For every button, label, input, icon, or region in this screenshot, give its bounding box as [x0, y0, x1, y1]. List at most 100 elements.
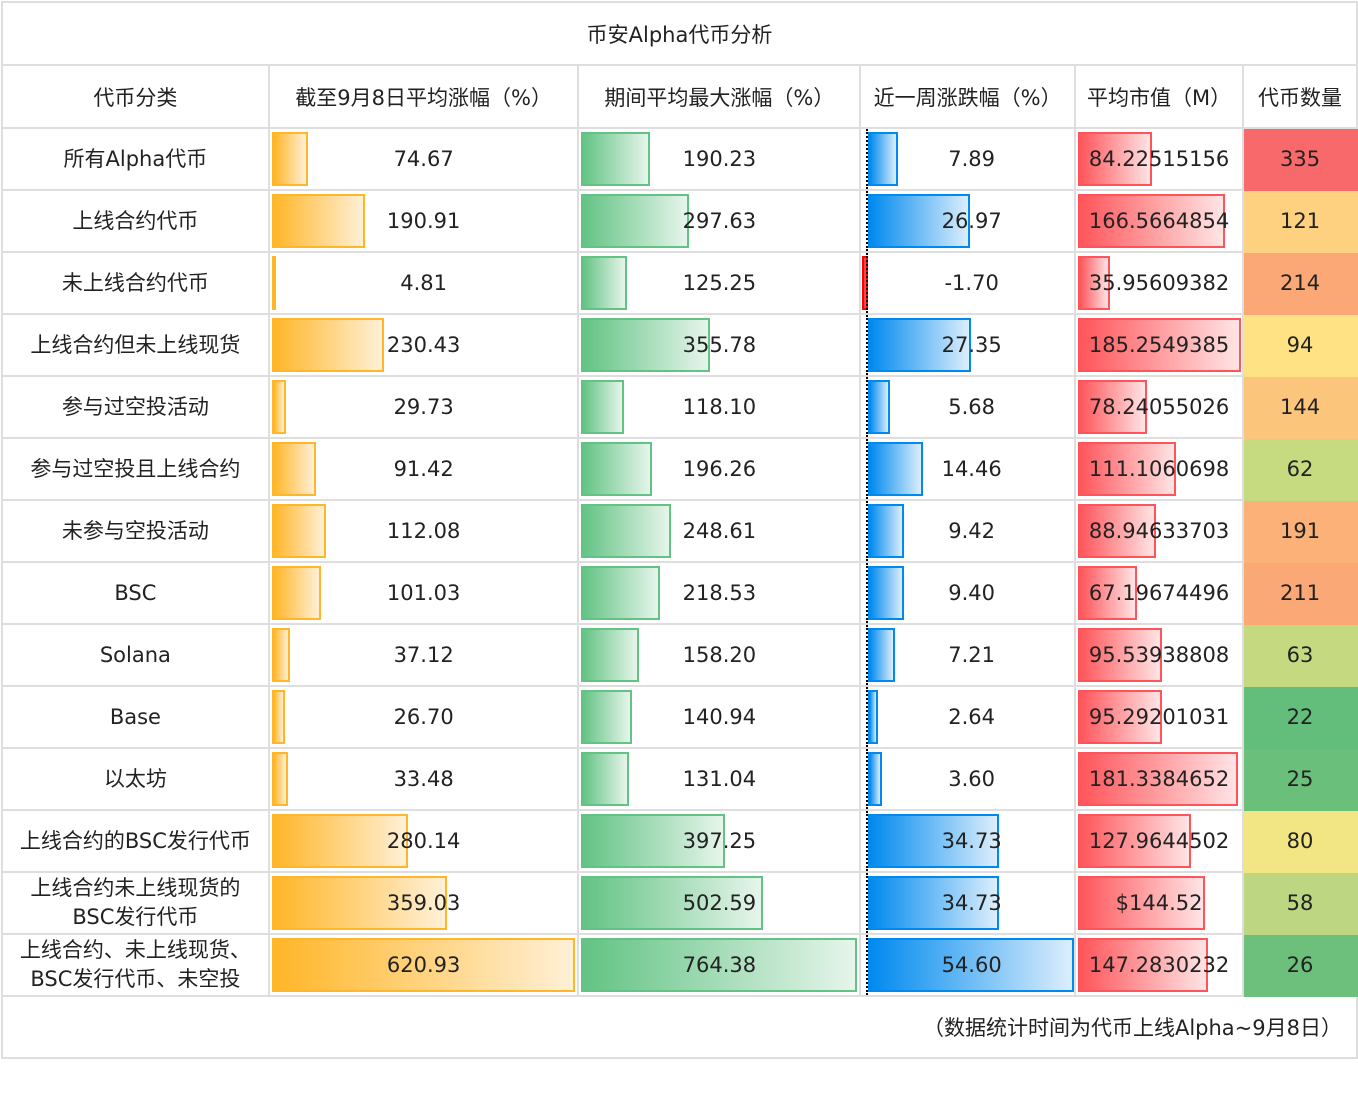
market-cap-cell: 95.29201031: [1074, 685, 1245, 749]
market-cap-cell: 181.3384652: [1074, 747, 1245, 811]
week-change-bar: [868, 814, 1000, 868]
avg-gain-bar: [271, 504, 327, 558]
category-cell: 未上线合约代币: [1, 251, 270, 315]
category-cell: 以太坊: [1, 747, 270, 811]
cell-value: 101.03: [386, 581, 461, 605]
max-gain-cell: 190.23: [577, 127, 862, 191]
token-count-cell: 214: [1242, 251, 1358, 315]
avg-gain-bar: [271, 566, 322, 620]
avg-gain-bar: [271, 318, 385, 372]
week-change-cell: 5.68: [859, 375, 1077, 439]
cell-value: 以太坊: [103, 766, 167, 791]
column-header: 代币数量: [1242, 64, 1358, 129]
cell-value: 111.1060698: [1088, 457, 1230, 481]
cell-value: 上线合约未上线现货的BSC发行代币: [30, 876, 241, 929]
week-change-bar: [868, 876, 1000, 930]
market-cap-bar: [1078, 752, 1238, 806]
category-cell: 参与过空投且上线合约: [1, 437, 270, 501]
table-row: 未上线合约代币 4.81 125.25 -1.70 35.95609382 214: [1, 251, 1358, 315]
max-gain-bar: [581, 876, 763, 930]
max-gain-bar: [581, 628, 639, 682]
week-change-cell: 14.46: [859, 437, 1077, 501]
category-cell: 上线合约但未上线现货: [1, 313, 270, 377]
max-gain-bar: [581, 938, 858, 992]
zero-axis: [866, 812, 869, 870]
cell-value: 26.97: [941, 209, 1002, 233]
max-gain-bar: [581, 256, 627, 310]
max-gain-cell: 502.59: [577, 871, 862, 935]
cell-value: 620.93: [386, 953, 461, 977]
cell-value: 37.12: [393, 643, 454, 667]
cell-value: 33.48: [393, 767, 454, 791]
market-cap-cell: 111.1060698: [1074, 437, 1245, 501]
cell-value: 80: [1286, 829, 1314, 853]
cell-value: 34.73: [941, 829, 1002, 853]
column-header: 截至9月8日平均涨幅（%）: [267, 64, 580, 129]
market-cap-cell: 95.53938808: [1074, 623, 1245, 687]
avg-gain-bar: [271, 752, 289, 806]
cell-value: 84.22515156: [1088, 147, 1230, 171]
week-change-bar: [868, 628, 896, 682]
max-gain-bar: [581, 752, 629, 806]
cell-value: 4.81: [400, 271, 447, 295]
market-cap-bar: [1078, 318, 1242, 372]
max-gain-cell: 355.78: [577, 313, 862, 377]
week-change-cell: 54.60: [859, 933, 1077, 997]
market-cap-bar: [1078, 380, 1147, 434]
category-cell: Solana: [1, 623, 270, 687]
max-gain-cell: 397.25: [577, 809, 862, 873]
max-gain-cell: 158.20: [577, 623, 862, 687]
week-change-cell: 34.73: [859, 871, 1077, 935]
week-change-cell: 27.35: [859, 313, 1077, 377]
zero-axis: [866, 192, 869, 250]
max-gain-cell: 140.94: [577, 685, 862, 749]
avg-gain-cell: 37.12: [267, 623, 580, 687]
cell-value: 121: [1279, 209, 1321, 233]
week-change-bar: [868, 442, 923, 496]
table-row: Base 26.70 140.94 2.64 95.29201031 22: [1, 685, 1358, 749]
market-cap-bar: [1078, 690, 1162, 744]
avg-gain-bar: [271, 938, 575, 992]
cell-value: 34.73: [941, 891, 1002, 915]
cell-value: 58: [1286, 891, 1314, 915]
avg-gain-cell: 230.43: [267, 313, 580, 377]
max-gain-cell: 248.61: [577, 499, 862, 563]
cell-value: 297.63: [682, 209, 757, 233]
token-count-cell: 335: [1242, 127, 1358, 191]
week-change-cell: 3.60: [859, 747, 1077, 811]
market-cap-bar: [1078, 814, 1191, 868]
cell-value: 196.26: [682, 457, 757, 481]
market-cap-bar: [1078, 876, 1206, 930]
week-change-bar: [868, 318, 972, 372]
zero-axis: [866, 440, 869, 498]
avg-gain-cell: 101.03: [267, 561, 580, 625]
cell-value: 147.2830232: [1088, 953, 1230, 977]
zero-axis: [866, 626, 869, 684]
category-cell: 上线合约代币: [1, 189, 270, 253]
token-count-cell: 25: [1242, 747, 1358, 811]
avg-gain-cell: 620.93: [267, 933, 580, 997]
market-cap-bar: [1078, 504, 1157, 558]
token-count-cell: 94: [1242, 313, 1358, 377]
table-row: 上线合约未上线现货的BSC发行代币 359.03 502.59 34.73 $144.5…: [1, 871, 1358, 935]
cell-value: 88.94633703: [1088, 519, 1230, 543]
avg-gain-bar: [271, 194, 365, 248]
market-cap-cell: 88.94633703: [1074, 499, 1245, 563]
table-title: 币安Alpha代币分析: [1, 1, 1358, 66]
cell-value: 91.42: [393, 457, 454, 481]
table-row: 所有Alpha代币 74.67 190.23 7.89 84.22515156 335: [1, 127, 1358, 191]
market-cap-cell: 78.24055026: [1074, 375, 1245, 439]
cell-value: 125.25: [682, 271, 757, 295]
cell-value: 185.2549385: [1088, 333, 1230, 357]
cell-value: 131.04: [682, 767, 757, 791]
token-count-cell: 22: [1242, 685, 1358, 749]
cell-value: 280.14: [386, 829, 461, 853]
token-count-cell: 62: [1242, 437, 1358, 501]
category-cell: BSC: [1, 561, 270, 625]
cell-value: 参与过空投活动: [61, 394, 209, 419]
cell-value: Base: [109, 704, 161, 729]
cell-value: 355.78: [682, 333, 757, 357]
column-header: 近一周涨跌幅（%）: [859, 64, 1077, 129]
avg-gain-cell: 190.91: [267, 189, 580, 253]
category-cell: 未参与空投活动: [1, 499, 270, 563]
